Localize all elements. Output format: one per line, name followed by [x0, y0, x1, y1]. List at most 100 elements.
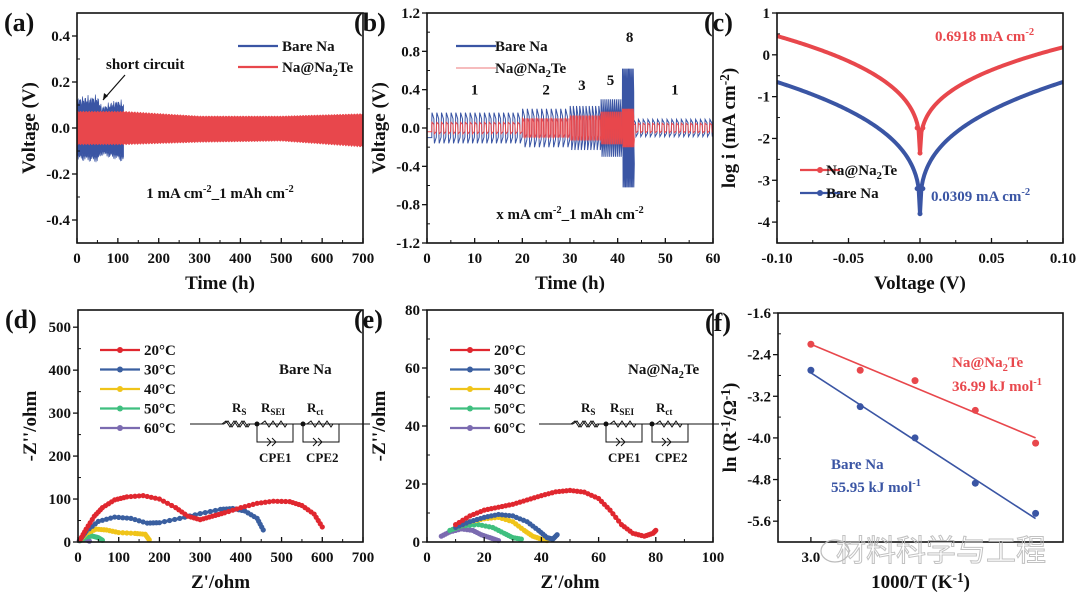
y-axis-title: -Z''/ohm [20, 390, 41, 461]
plot-area [76, 493, 325, 544]
data-point [616, 518, 622, 524]
data-point [258, 500, 264, 506]
data-point [230, 507, 236, 513]
data-point [140, 519, 146, 525]
data-point [613, 514, 619, 520]
y-tick-label: 100 [49, 492, 72, 508]
data-point [161, 518, 168, 525]
legend-label-na-na2te: Na@Na2Te [826, 163, 898, 182]
data-point [207, 508, 213, 515]
legend-marker [117, 425, 123, 431]
resistor-icon [306, 420, 334, 428]
panel-label: (f) [705, 308, 731, 337]
data-point [250, 501, 256, 508]
dense-cycling-region [570, 115, 601, 141]
legend-label: 40°C [494, 382, 526, 398]
series-na-na2te [776, 34, 1064, 154]
data-point [128, 515, 134, 521]
legend-label-bare-na: Bare Na [282, 39, 335, 55]
fit-line [810, 343, 1036, 439]
data-point [120, 515, 126, 521]
x-tick-label: 20 [515, 251, 530, 267]
data-point [128, 493, 134, 500]
legend-label: 60°C [494, 421, 526, 437]
y-tick-label: -0.8 [396, 198, 420, 214]
x-tick-label: 400 [229, 251, 252, 267]
data-point [177, 515, 183, 521]
series-line [78, 506, 265, 541]
rate-label: 1 [671, 83, 679, 99]
x-tick-label: 0 [73, 251, 81, 267]
data-point [266, 499, 272, 505]
data-point [156, 520, 163, 526]
y-tick-label: -1.6 [747, 306, 771, 322]
legend: 20°C 30°C 40°C 50°C 60°C [450, 343, 526, 437]
data-point [112, 514, 118, 520]
axes-frame [777, 312, 1064, 543]
resistor-rs-icon [223, 420, 251, 428]
y-tick-label: 20 [405, 477, 420, 493]
x-tick-label: -0.05 [833, 251, 864, 267]
x-tick-label: 200 [148, 550, 171, 566]
rate-label: 2 [542, 83, 550, 99]
legend-label: 50°C [494, 402, 526, 418]
data-point [132, 516, 138, 523]
y-axis-title: -Z''/ohm [369, 390, 390, 461]
x-tick-label: 100 [107, 550, 130, 566]
data-point [164, 500, 171, 506]
fit-line [810, 372, 1037, 520]
data-point [146, 537, 152, 543]
resistor-icon [609, 420, 637, 428]
x-tick-label: 400 [230, 550, 253, 566]
circuit-wire [605, 423, 643, 443]
panel-f: 3.0 -5.6 -4.8 -4.0 -3.2 -2.4 -1.6 (f) 1000/T (K-… [705, 306, 1064, 593]
x-axis-title: Z'/ohm [540, 572, 599, 593]
panel-label: (c) [704, 8, 733, 37]
x-tick-label: 0.00 [907, 251, 933, 267]
x-tick-label: 0 [423, 550, 431, 566]
y-tick-label: -4.0 [747, 431, 771, 447]
x-axis-title: Z'/ohm [191, 572, 250, 593]
series-na-na2te [807, 340, 1040, 447]
data-point [518, 536, 524, 542]
y-tick-label: -3.2 [747, 389, 771, 405]
data-point [124, 494, 130, 500]
label-na-na2te: Na@Na2Te [952, 355, 1024, 374]
plot-area [438, 487, 659, 544]
resistor-rs-icon [572, 420, 600, 428]
legend-label: 50°C [144, 402, 176, 418]
data-point [116, 514, 122, 521]
x-tick-label: 300 [188, 251, 211, 267]
plot-area [776, 34, 1064, 217]
data-point [156, 496, 163, 502]
circuit-label-rct: Rct​ [307, 400, 323, 417]
x-axis-title: Time (h) [185, 273, 255, 294]
resistor-icon [655, 420, 683, 428]
series-bare-na [427, 68, 713, 188]
y-axis-title: Voltage (V) [369, 82, 390, 174]
legend-marker [817, 190, 823, 196]
data-point [653, 527, 659, 534]
rate-label: 8 [626, 30, 634, 46]
chat-bubble-icon [820, 539, 850, 563]
data-point [254, 500, 260, 506]
x-tick-label: 60 [591, 550, 606, 566]
y-axis-title: Voltage (V) [19, 82, 40, 174]
data-point [212, 507, 219, 514]
y-tick-label: -3 [758, 173, 771, 189]
data-point [1032, 509, 1040, 517]
data-point [167, 517, 173, 524]
y-tick-label: -0.4 [46, 213, 70, 229]
equivalent-circuit-diagram: RS​ RSEI​ Rct​ CPE1 CPE2 [190, 400, 370, 465]
x-tick-label: 3.0 [802, 550, 821, 566]
legend: Na@Na2Te Bare Na [800, 163, 898, 202]
legend-marker [467, 347, 473, 353]
panel-e: 0 20 40 60 80 100 0 20 40 60 80 (e) Z'/ohm -Z''/ohm 20… [354, 303, 724, 593]
legend: 20°C 30°C 40°C 50°C 60°C [100, 343, 176, 437]
y-tick-label: 200 [49, 449, 72, 465]
data-point [99, 517, 106, 523]
x-tick-label: 60 [706, 251, 721, 267]
x-tick-label: 100 [702, 550, 725, 566]
plot-area [427, 68, 713, 188]
